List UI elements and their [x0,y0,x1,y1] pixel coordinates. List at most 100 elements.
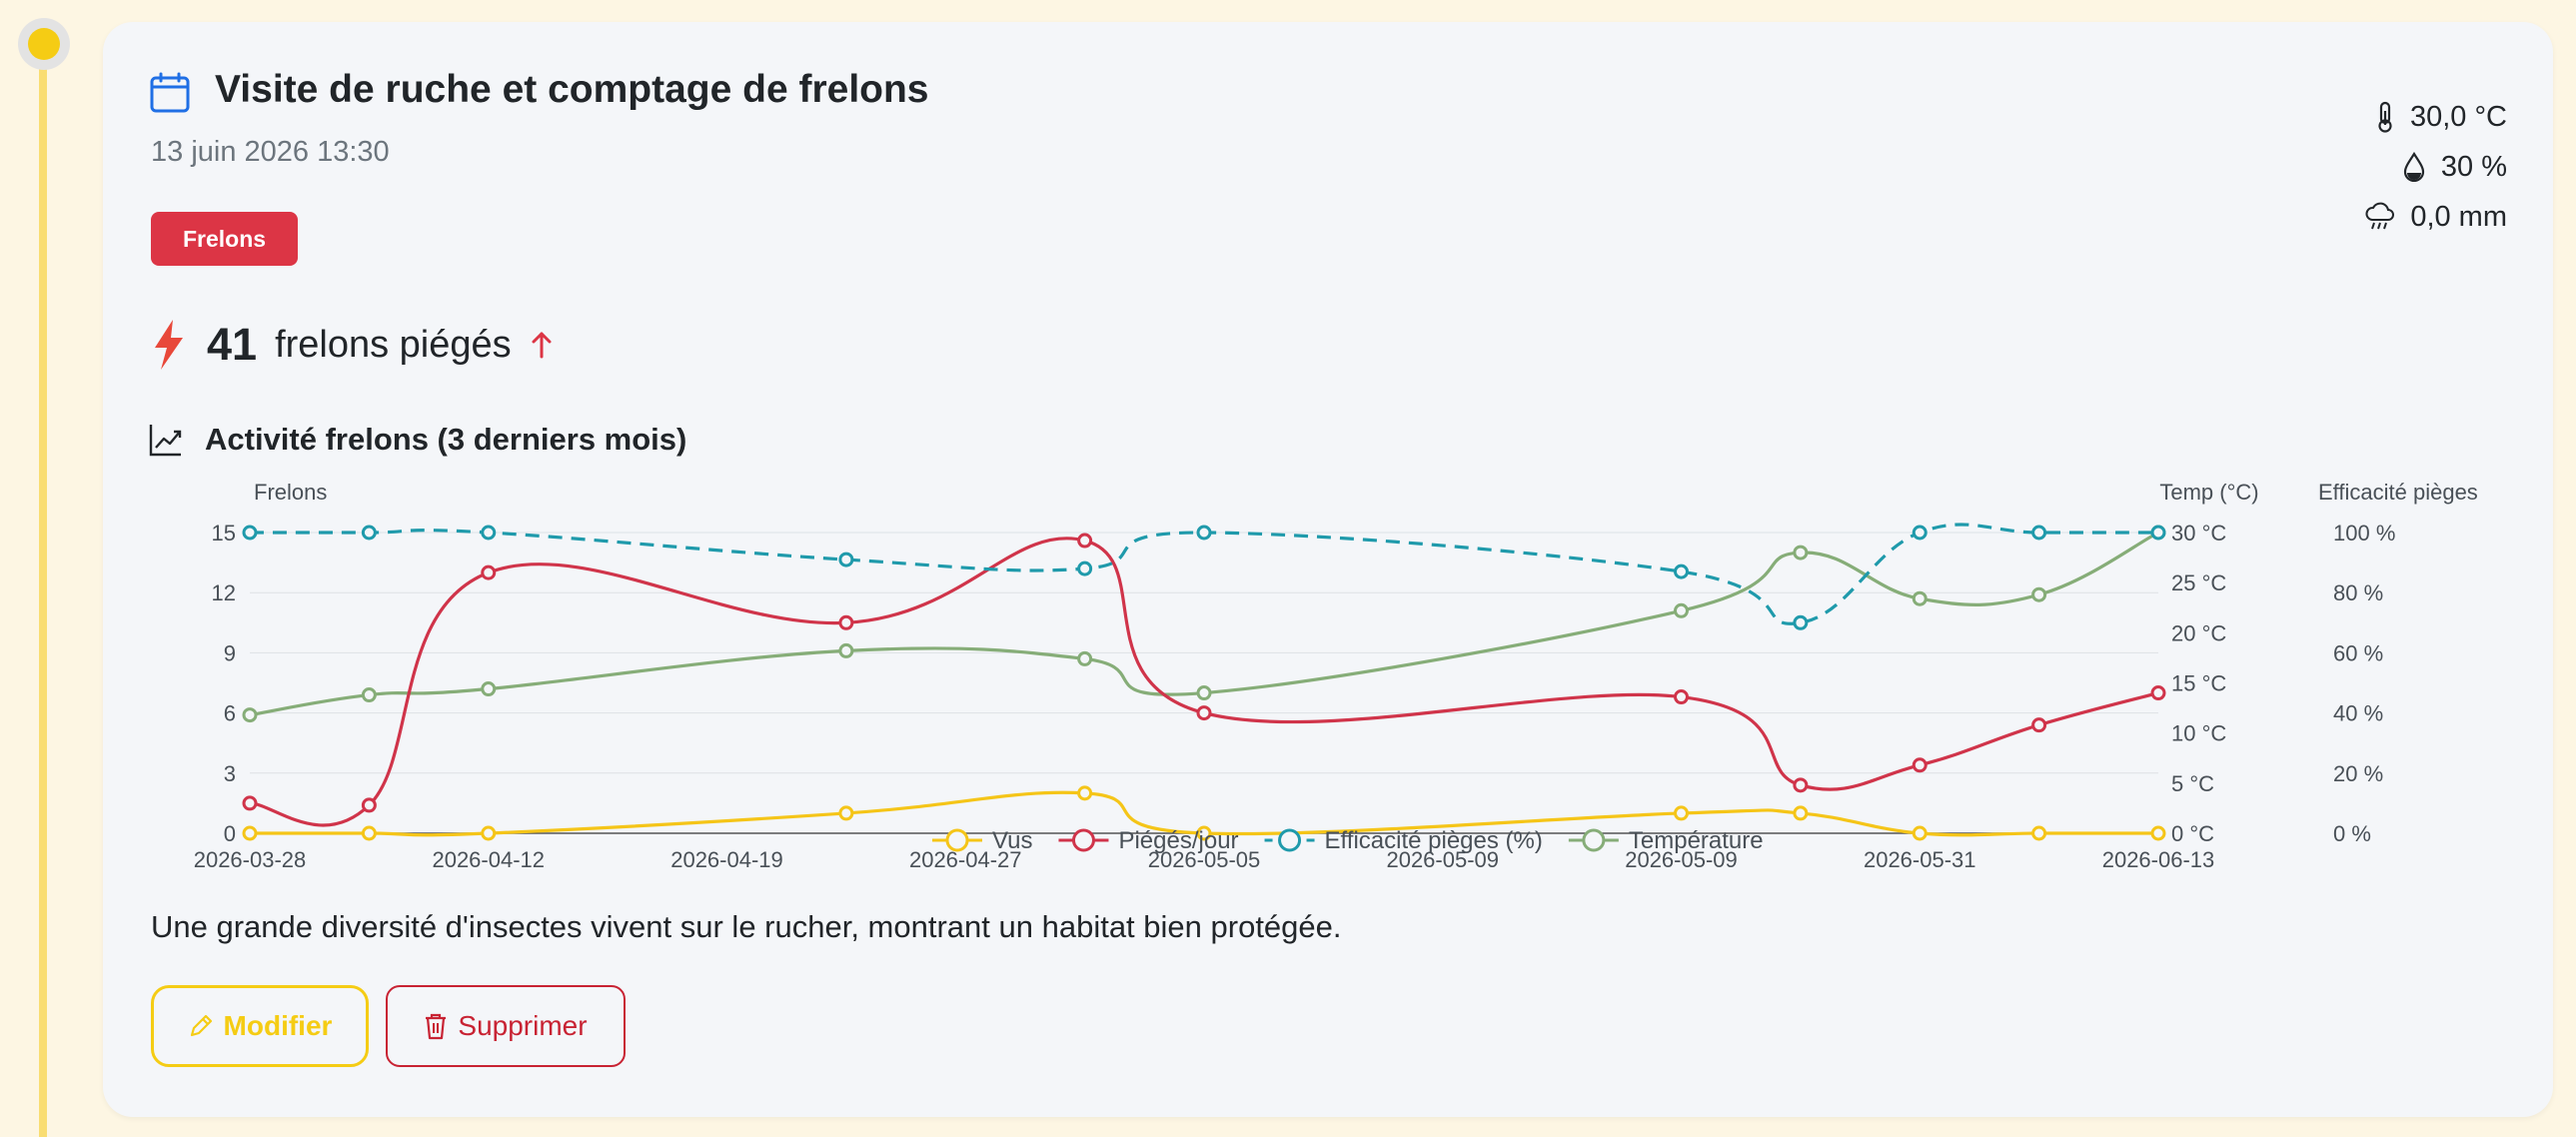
x-tick: 2026-04-19 [670,847,783,872]
lightning-icon [155,320,183,370]
arrow-up-icon [532,332,552,359]
hornet-activity-chart: Frelons Temp (°C) Efficacité pièges 0 3 6 9 12 1… [194,480,2478,872]
hornet-count: 41 frelons piégés [149,308,554,382]
data-point [838,642,854,658]
data-point [1912,525,1928,541]
series-0 [242,785,2166,841]
legend-item: Efficacité pièges (%) [1264,827,1543,854]
y-tick-eff: 0 % [2333,821,2371,846]
data-point [361,525,377,541]
data-point [838,552,854,568]
legend-item: Vus [932,827,1032,854]
y-tick-temp: 5 °C [2171,771,2214,796]
data-point [2150,525,2166,541]
legend-label: Vus [992,827,1032,854]
legend-item: Piégés/jour [1058,827,1239,854]
edit-button[interactable]: Modifier [151,985,369,1067]
y-axis-temp-title: Temp (°C) [2159,480,2258,505]
legend-swatch-marker [1278,828,1302,852]
x-tick: 2026-04-27 [909,847,1022,872]
data-point [481,565,497,580]
data-point [242,795,258,811]
y-tick-left: 9 [224,640,236,665]
category-badge: Frelons [151,212,299,266]
data-point [1674,564,1689,579]
y-tick-left: 6 [224,701,236,726]
series-line [249,537,2159,827]
legend-label: Efficacité pièges (%) [1325,827,1543,854]
data-point [1196,825,1212,841]
data-point [1793,805,1809,821]
series-1 [242,533,2166,827]
y-tick-eff: 40 % [2333,701,2383,726]
weather-humidity: 30 % [2364,142,2507,192]
delete-button[interactable]: Supprimer [386,985,626,1067]
legend-swatch-marker [945,828,969,852]
x-tick: 2026-05-05 [1148,847,1261,872]
y-tick-eff: 20 % [2333,761,2383,786]
data-point [361,825,377,841]
data-point [1196,525,1212,541]
y-axis-eff-title: Efficacité pièges [2318,480,2478,505]
y-tick-temp: 15 °C [2171,671,2226,696]
x-tick: 2026-06-13 [2102,847,2215,872]
legend-label: Piégés/jour [1118,827,1238,854]
data-point [481,681,497,697]
chart-legend: Vus Piégés/jour Efficacité pièges (%) Tempé… [932,827,1764,854]
data-point [242,825,258,841]
y-tick-temp: 20 °C [2171,620,2226,645]
data-point [242,707,258,723]
data-point [1077,785,1093,801]
timeline-line [39,44,47,1137]
page-title: Visite de ruche et comptage de frelons [215,68,929,111]
legend-swatch-marker [1071,828,1095,852]
data-point [1196,705,1212,721]
data-point [1912,757,1928,773]
data-point [1912,825,1928,841]
y-tick-temp: 25 °C [2171,570,2226,595]
weather-panel: 30,0 °C 30 % 0,0 mm [2364,92,2507,242]
series-3 [242,525,2166,723]
data-point [1674,805,1689,821]
visit-date: 13 juin 2026 13:30 [151,136,390,168]
weather-rain: 0,0 mm [2364,192,2507,242]
data-point [1196,685,1212,701]
legend-item: Température [1568,827,1764,854]
thermometer-icon [2378,101,2392,133]
data-point [1077,533,1093,549]
y-tick-left: 0 [224,821,236,846]
y-tick-left: 3 [224,761,236,786]
y-tick-left: 15 [212,521,236,546]
x-tick: 2026-04-12 [432,847,545,872]
data-point [1912,590,1928,606]
y-tick-temp: 30 °C [2171,521,2226,546]
data-point [1674,689,1689,705]
data-point [1793,777,1809,793]
x-tick: 2026-05-31 [1864,847,1976,872]
y-tick-temp: 10 °C [2171,721,2226,746]
data-point [361,687,377,703]
y-tick-left: 12 [212,580,236,605]
legend-swatch-marker [1582,828,1606,852]
data-point [481,825,497,841]
y-tick-eff: 60 % [2333,640,2383,665]
x-tick: 2026-05-09 [1625,847,1738,872]
chart-line-icon [149,425,182,457]
visit-note: Une grande diversité d'insectes vivent s… [151,909,1342,944]
data-point [242,525,258,541]
data-point [1793,614,1809,630]
droplet-icon [2403,152,2424,182]
data-point [481,525,497,541]
y-tick-eff: 100 % [2333,521,2395,546]
x-tick: 2026-05-09 [1386,847,1499,872]
data-point [2150,685,2166,701]
weather-temperature: 30,0 °C [2364,92,2507,142]
hornet-count-label: frelons piégés [275,323,512,366]
data-point [1077,561,1093,576]
hornet-count-value: 41 [207,319,258,370]
data-point [838,614,854,630]
y-tick-eff: 80 % [2333,580,2383,605]
cloud-rain-icon [2365,202,2395,230]
data-point [2031,825,2047,841]
series-2 [242,523,2166,630]
